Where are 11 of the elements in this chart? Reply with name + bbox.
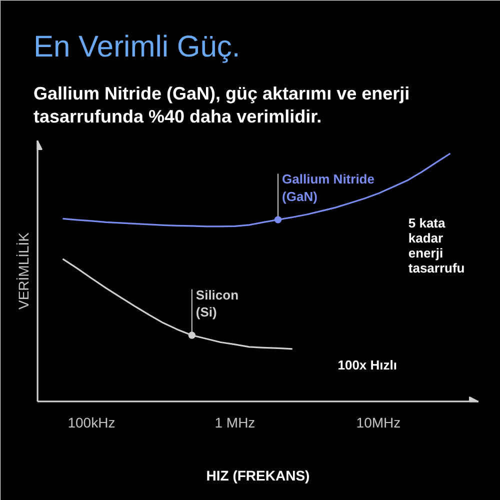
chart-title: En Verimli Güç. xyxy=(34,30,240,64)
y-axis-title: VERİMLİLİK xyxy=(16,232,32,310)
annotation: 100x Hızlı xyxy=(338,357,398,372)
chart-subtitle: Gallium Nitride (GaN), güç aktarımı ve enerji tasarrufunda %40 daha verimlidir. xyxy=(34,84,410,126)
x-tick-label: 1 MHz xyxy=(214,414,256,430)
series-label: Gallium Nitride (GaN) xyxy=(282,172,374,204)
series-label: Silicon (Si) xyxy=(196,287,239,320)
annotation: 5 kata kadar enerji tasarrufu xyxy=(408,216,465,276)
x-tick-label: 10MHz xyxy=(356,414,401,430)
x-tick-label: 100kHz xyxy=(68,414,116,430)
x-axis-title: HIZ (FREKANS) xyxy=(206,468,310,484)
